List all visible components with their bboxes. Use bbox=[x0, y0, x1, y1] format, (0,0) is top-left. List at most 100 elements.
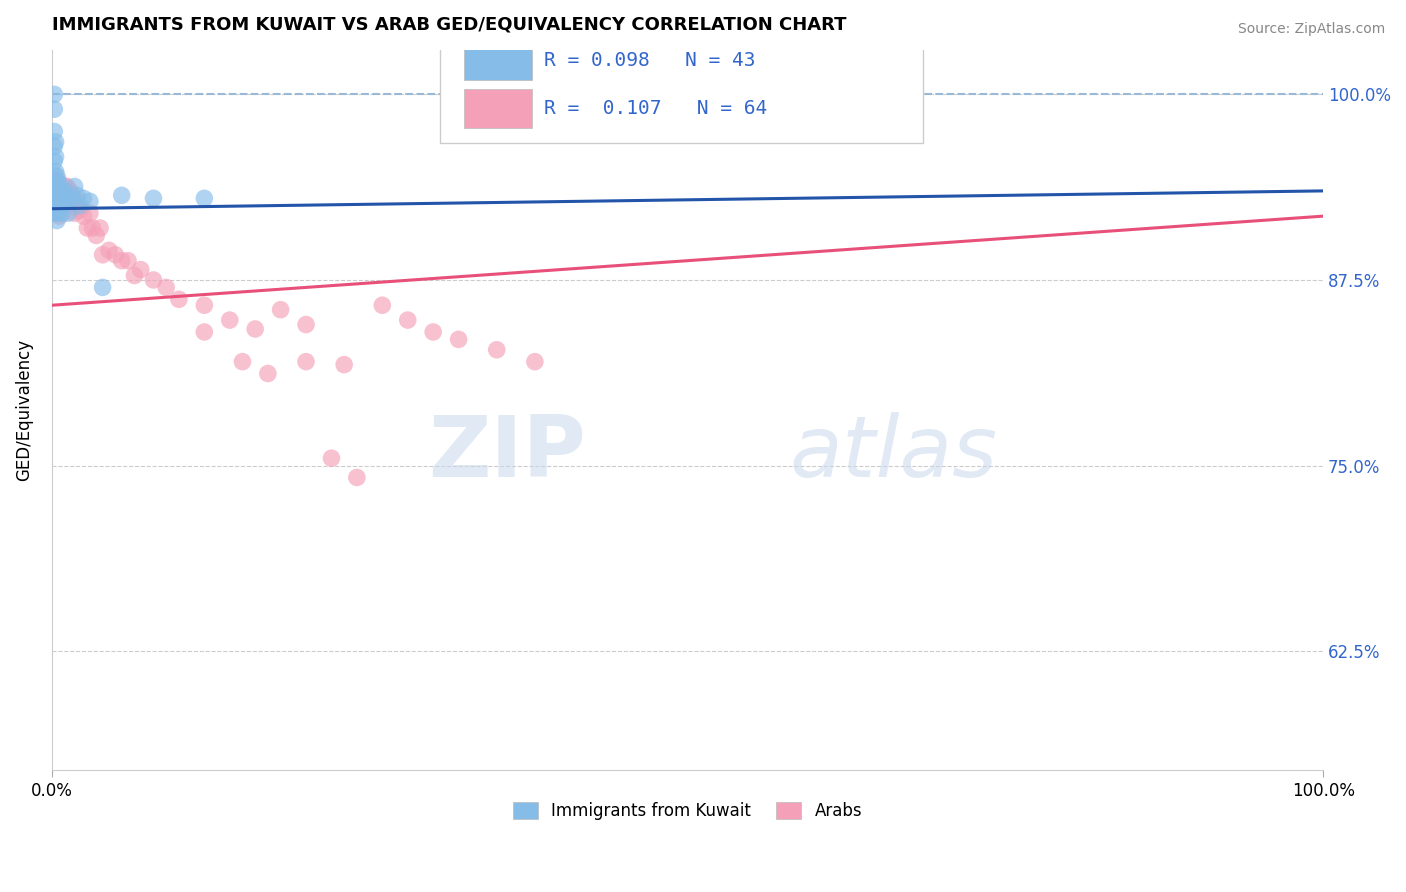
Point bbox=[45, 194, 67, 209]
Point bbox=[111, 253, 134, 268]
Point bbox=[447, 332, 470, 346]
Point bbox=[45, 191, 67, 205]
Point bbox=[46, 191, 69, 205]
Point bbox=[46, 206, 69, 220]
Y-axis label: GED/Equivalency: GED/Equivalency bbox=[15, 339, 32, 481]
Point bbox=[49, 199, 72, 213]
Point bbox=[79, 206, 101, 220]
Point bbox=[44, 169, 66, 183]
Point bbox=[321, 451, 343, 466]
Point bbox=[60, 191, 83, 205]
Point bbox=[52, 188, 75, 202]
Point bbox=[117, 253, 139, 268]
Point bbox=[45, 179, 67, 194]
Point bbox=[45, 169, 67, 183]
Point bbox=[44, 139, 66, 153]
Point bbox=[193, 325, 215, 339]
Point bbox=[63, 206, 86, 220]
Point bbox=[44, 206, 66, 220]
Point bbox=[523, 354, 546, 368]
Point bbox=[45, 179, 67, 194]
Text: IMMIGRANTS FROM KUWAIT VS ARAB GED/EQUIVALENCY CORRELATION CHART: IMMIGRANTS FROM KUWAIT VS ARAB GED/EQUIV… bbox=[52, 15, 846, 33]
Point bbox=[76, 221, 98, 235]
Point bbox=[45, 203, 67, 218]
Text: R =  0.107   N = 64: R = 0.107 N = 64 bbox=[544, 98, 768, 118]
Point bbox=[82, 221, 104, 235]
Point bbox=[51, 206, 73, 220]
FancyBboxPatch shape bbox=[464, 41, 533, 80]
Point bbox=[142, 273, 165, 287]
Point bbox=[60, 188, 83, 202]
Point bbox=[48, 179, 70, 194]
Point bbox=[44, 124, 66, 138]
Point bbox=[45, 179, 67, 194]
Point bbox=[129, 262, 152, 277]
Point bbox=[55, 188, 77, 202]
Point bbox=[66, 194, 89, 209]
Point bbox=[295, 354, 318, 368]
Point bbox=[72, 191, 94, 205]
Point bbox=[51, 184, 73, 198]
Point bbox=[46, 188, 69, 202]
Point bbox=[45, 164, 67, 178]
Point bbox=[58, 206, 80, 220]
Point bbox=[218, 313, 240, 327]
Point bbox=[49, 184, 72, 198]
Point bbox=[46, 203, 69, 218]
Point bbox=[51, 188, 73, 202]
Point bbox=[48, 209, 70, 223]
Point bbox=[48, 188, 70, 202]
Point bbox=[91, 248, 114, 262]
Point bbox=[51, 199, 73, 213]
Point bbox=[45, 194, 67, 209]
Point bbox=[46, 177, 69, 191]
Point bbox=[91, 280, 114, 294]
Point bbox=[422, 325, 444, 339]
Point bbox=[270, 302, 292, 317]
Point bbox=[44, 154, 66, 169]
Point bbox=[45, 206, 67, 220]
Point bbox=[485, 343, 508, 357]
Point bbox=[155, 280, 177, 294]
Legend: Immigrants from Kuwait, Arabs: Immigrants from Kuwait, Arabs bbox=[506, 795, 869, 827]
Point bbox=[124, 268, 146, 283]
Point bbox=[97, 244, 120, 258]
Point bbox=[45, 191, 67, 205]
Point bbox=[333, 358, 356, 372]
Point bbox=[167, 293, 190, 307]
Point bbox=[346, 470, 368, 484]
Point bbox=[295, 318, 318, 332]
Point bbox=[79, 194, 101, 209]
Point bbox=[84, 228, 107, 243]
Text: Source: ZipAtlas.com: Source: ZipAtlas.com bbox=[1237, 22, 1385, 37]
Point bbox=[142, 191, 165, 205]
Text: R = 0.098   N = 43: R = 0.098 N = 43 bbox=[544, 51, 755, 70]
Point bbox=[58, 194, 80, 209]
Point bbox=[111, 188, 134, 202]
FancyBboxPatch shape bbox=[440, 25, 922, 144]
Text: ZIP: ZIP bbox=[427, 411, 586, 495]
Point bbox=[53, 179, 76, 194]
Point bbox=[63, 179, 86, 194]
Point bbox=[56, 179, 79, 194]
Point bbox=[62, 199, 84, 213]
Point bbox=[49, 199, 72, 213]
Point bbox=[396, 313, 419, 327]
Point bbox=[45, 177, 67, 191]
Point bbox=[45, 213, 67, 227]
Point bbox=[45, 135, 67, 149]
Point bbox=[59, 194, 82, 209]
FancyBboxPatch shape bbox=[464, 89, 533, 128]
Point bbox=[44, 102, 66, 116]
Point bbox=[193, 191, 215, 205]
Point bbox=[56, 188, 79, 202]
Point bbox=[45, 150, 67, 164]
Point bbox=[104, 248, 127, 262]
Point bbox=[52, 194, 75, 209]
Text: atlas: atlas bbox=[789, 411, 997, 495]
Point bbox=[46, 173, 69, 187]
Point bbox=[66, 188, 89, 202]
Point bbox=[231, 354, 253, 368]
Point bbox=[243, 322, 266, 336]
Point bbox=[44, 191, 66, 205]
